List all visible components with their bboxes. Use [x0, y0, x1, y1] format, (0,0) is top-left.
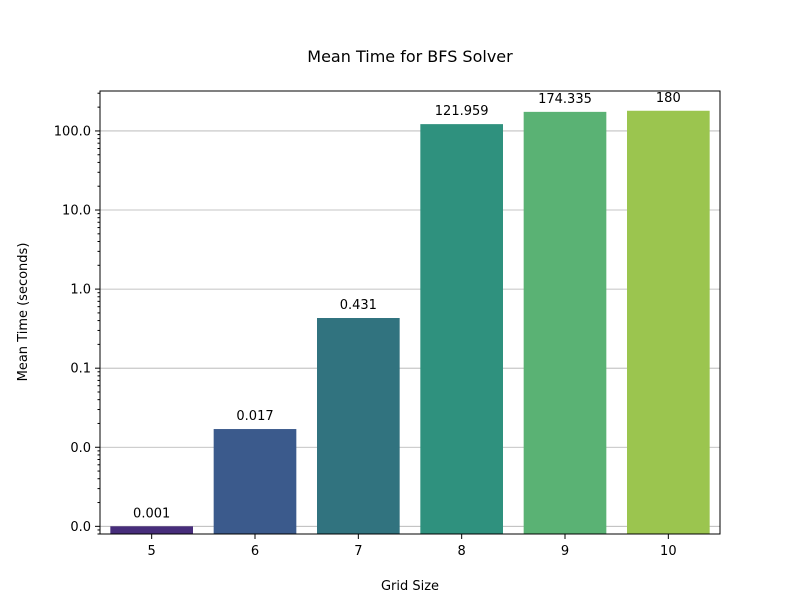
bar-7 [317, 318, 400, 534]
data-label-7: 0.431 [340, 298, 377, 313]
y-tick-label: 0.0 [70, 441, 91, 456]
chart-title: Mean Time for BFS Solver [307, 47, 513, 66]
y-ticks: 0.0 0.0 0.1 1.0 10.0 100.0 [54, 92, 100, 535]
y-tick-label: 0.1 [70, 362, 91, 377]
x-tick-label: 10 [660, 544, 677, 559]
y-axis-label: Mean Time (seconds) [16, 243, 31, 382]
x-tick-label: 5 [148, 544, 156, 559]
data-labels: 0.001 0.017 0.431 121.959 174.335 180 [133, 91, 681, 522]
data-label-10: 180 [656, 91, 681, 106]
bar-10 [627, 110, 710, 534]
grid-lines [100, 130, 720, 527]
x-tick-label: 6 [251, 544, 259, 559]
x-tick-label: 8 [458, 544, 466, 559]
data-label-5: 0.001 [133, 506, 170, 521]
data-label-8: 121.959 [435, 104, 489, 119]
x-ticks: 5 6 7 8 9 10 [148, 534, 677, 559]
y-tick-label: 1.0 [70, 283, 91, 298]
x-tick-label: 7 [354, 544, 362, 559]
bar-9 [523, 111, 607, 534]
y-tick-label: 0.0 [70, 520, 91, 535]
x-axis-label: Grid Size [381, 579, 439, 594]
bar-6 [213, 429, 297, 534]
bar-5 [110, 526, 193, 534]
y-tick-label: 100.0 [54, 124, 91, 139]
data-label-6: 0.017 [236, 409, 273, 424]
bar-8 [420, 124, 503, 534]
data-label-9: 174.335 [538, 92, 592, 107]
bars [110, 110, 710, 534]
x-tick-label: 9 [561, 544, 569, 559]
y-tick-label: 10.0 [62, 204, 91, 219]
